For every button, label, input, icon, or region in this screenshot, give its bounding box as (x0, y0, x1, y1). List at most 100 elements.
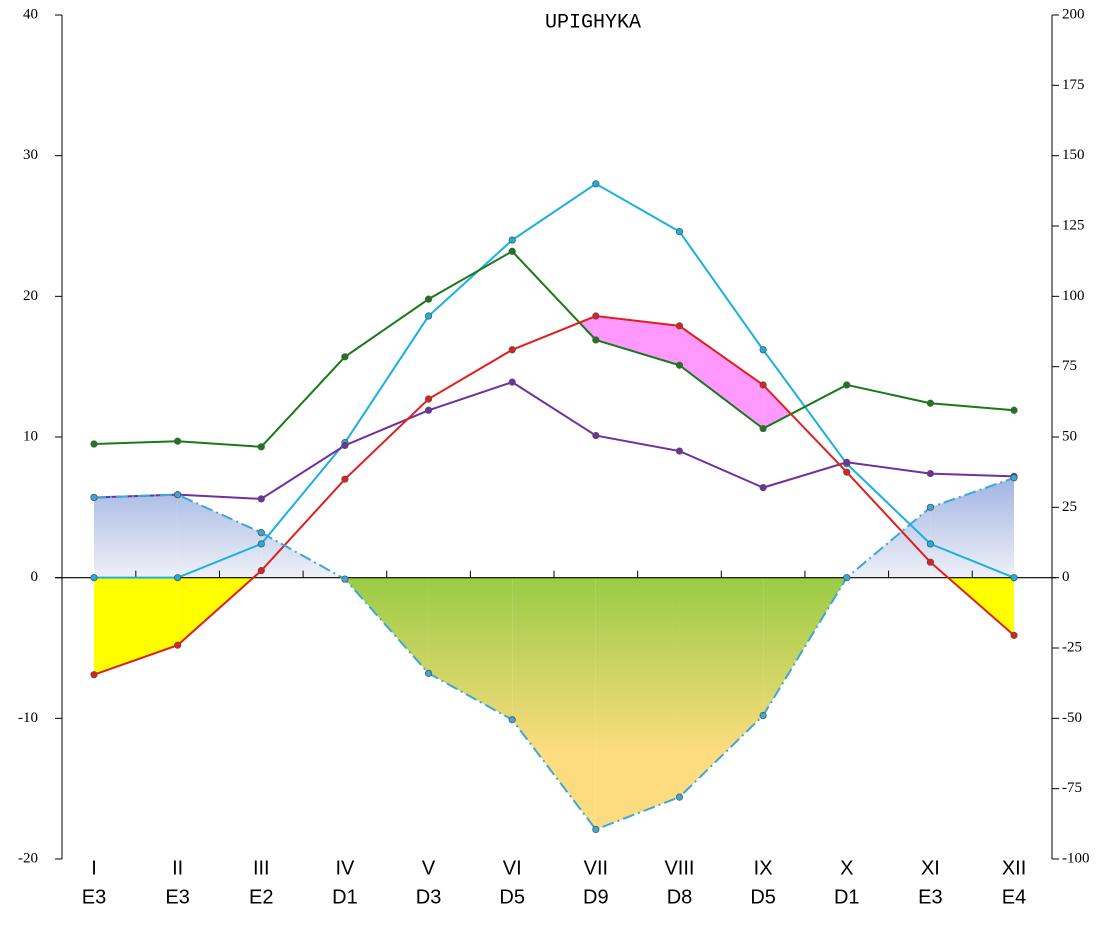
x-tick-label: IX (754, 857, 773, 879)
x-tick-code: D5 (750, 886, 776, 908)
surplus-area (177, 494, 262, 578)
point (843, 574, 851, 582)
series-line (93, 476, 1015, 831)
excess-area (595, 316, 680, 366)
point (926, 399, 935, 407)
x-tick-label: X (840, 857, 853, 879)
deficit-area (763, 577, 847, 716)
point (592, 180, 600, 188)
x-tick-code: E2 (249, 886, 273, 908)
y2-tick-label: -25 (1062, 639, 1082, 655)
y-tick-label: 20 (23, 288, 38, 304)
y2-tick-label: 0 (1062, 569, 1070, 585)
y2-tick-label: 75 (1062, 358, 1077, 374)
point (174, 641, 182, 649)
y-tick-label: 10 (23, 428, 38, 444)
point (424, 406, 433, 414)
point (90, 440, 98, 448)
x-tick-code: D1 (834, 886, 860, 908)
deficit-area (595, 577, 680, 830)
series-line (93, 381, 1015, 500)
point (257, 443, 265, 451)
point (1010, 474, 1018, 482)
point (592, 312, 600, 320)
series-line (93, 315, 1015, 676)
point (424, 395, 433, 403)
point (1010, 631, 1018, 639)
point (341, 475, 349, 483)
x-tick-code: E3 (82, 886, 106, 908)
x-tick-label: I (91, 857, 97, 879)
point (926, 558, 935, 566)
series-line (93, 250, 1015, 448)
point (592, 336, 600, 344)
frost-area (94, 577, 178, 675)
chart-title: UPIGHYKA (545, 11, 641, 34)
point (843, 468, 851, 476)
x-tick-code: D1 (332, 886, 358, 908)
point (174, 574, 182, 582)
y2-tick-label: 175 (1062, 77, 1085, 93)
y-tick-label: 30 (23, 147, 38, 163)
point (257, 495, 265, 503)
x-tick-label: II (172, 857, 183, 879)
point (759, 346, 767, 354)
point (843, 381, 851, 389)
point (508, 247, 516, 255)
point (508, 378, 516, 386)
y-tick-label: 0 (31, 569, 39, 585)
x-tick-label: XII (1002, 857, 1026, 879)
point (341, 353, 349, 361)
y2-tick-label: -75 (1062, 780, 1082, 796)
x-tick-label: IV (335, 857, 355, 879)
point (759, 711, 767, 720)
point (675, 228, 684, 236)
point (257, 540, 265, 548)
x-tick-label: V (422, 857, 436, 879)
point (257, 567, 265, 575)
point (90, 574, 98, 582)
y-tick-label: 40 (23, 6, 38, 22)
excess-area (763, 384, 791, 429)
deficit-area (512, 577, 596, 830)
y2-tick-label: 200 (1062, 6, 1085, 22)
point (174, 437, 182, 445)
series-line (94, 182, 1015, 579)
x-tick-code: E4 (1002, 886, 1026, 908)
y2-tick-label: 25 (1062, 499, 1077, 515)
surplus-area (846, 507, 931, 578)
point (424, 312, 433, 320)
point (759, 381, 767, 389)
y2-tick-label: 150 (1062, 147, 1085, 163)
point (592, 431, 600, 440)
y2-tick-label: -100 (1062, 850, 1090, 866)
point (759, 484, 767, 492)
point (508, 236, 516, 244)
excess-area (679, 325, 764, 429)
point (759, 424, 767, 433)
deficit-area (428, 577, 513, 720)
y2-tick-label: 125 (1062, 217, 1085, 233)
point (592, 825, 600, 834)
point (675, 361, 684, 369)
point (926, 469, 935, 478)
x-tick-code: D8 (667, 886, 693, 908)
surplus-area (94, 494, 178, 578)
point (675, 793, 684, 801)
point (508, 716, 516, 724)
x-tick-code: D9 (583, 886, 609, 908)
point (675, 447, 684, 455)
x-tick-label: VIII (664, 857, 694, 879)
point (1010, 406, 1018, 414)
point (341, 575, 349, 583)
point (257, 529, 265, 537)
deficit-area (679, 577, 764, 798)
point (926, 503, 935, 511)
point (90, 493, 98, 502)
point (508, 346, 516, 354)
point (843, 458, 851, 466)
y2-tick-label: -50 (1062, 710, 1082, 726)
point (424, 295, 433, 303)
x-tick-code: D5 (499, 886, 525, 908)
y-tick-label: -10 (18, 710, 38, 726)
